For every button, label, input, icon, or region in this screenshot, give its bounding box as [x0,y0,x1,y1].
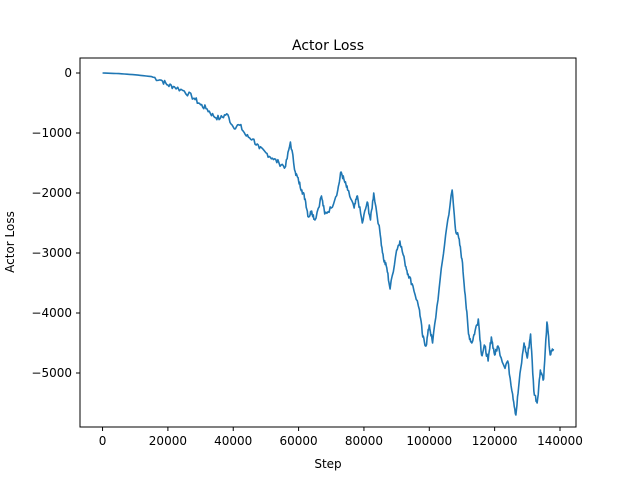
y-tick-label: 0 [64,66,72,80]
y-axis: 0 −1000 −2000 −3000 −4000 −5000 [31,66,80,380]
x-tick-label: 80000 [345,434,383,448]
x-tick-label: 140000 [537,434,583,448]
x-tick-label: 60000 [279,434,317,448]
x-axis: 0 20000 40000 60000 80000 100000 120000 140000 [99,427,583,448]
x-tick-label: 0 [99,434,107,448]
series-line [102,72,555,416]
chart-title: Actor Loss [292,38,364,54]
y-tick-label: −1000 [31,126,72,140]
x-tick-label: 40000 [214,434,252,448]
x-axis-label: Step [314,457,341,471]
y-tick-label: −5000 [31,366,72,380]
plot-area [102,72,555,416]
x-tick-label: 100000 [406,434,452,448]
x-tick-label: 120000 [472,434,518,448]
plot-frame [79,57,577,428]
y-tick-label: −3000 [31,246,72,260]
y-tick-label: −4000 [31,306,72,320]
x-tick-label: 20000 [149,434,187,448]
y-tick-label: −2000 [31,186,72,200]
y-axis-label: Actor Loss [3,211,17,273]
